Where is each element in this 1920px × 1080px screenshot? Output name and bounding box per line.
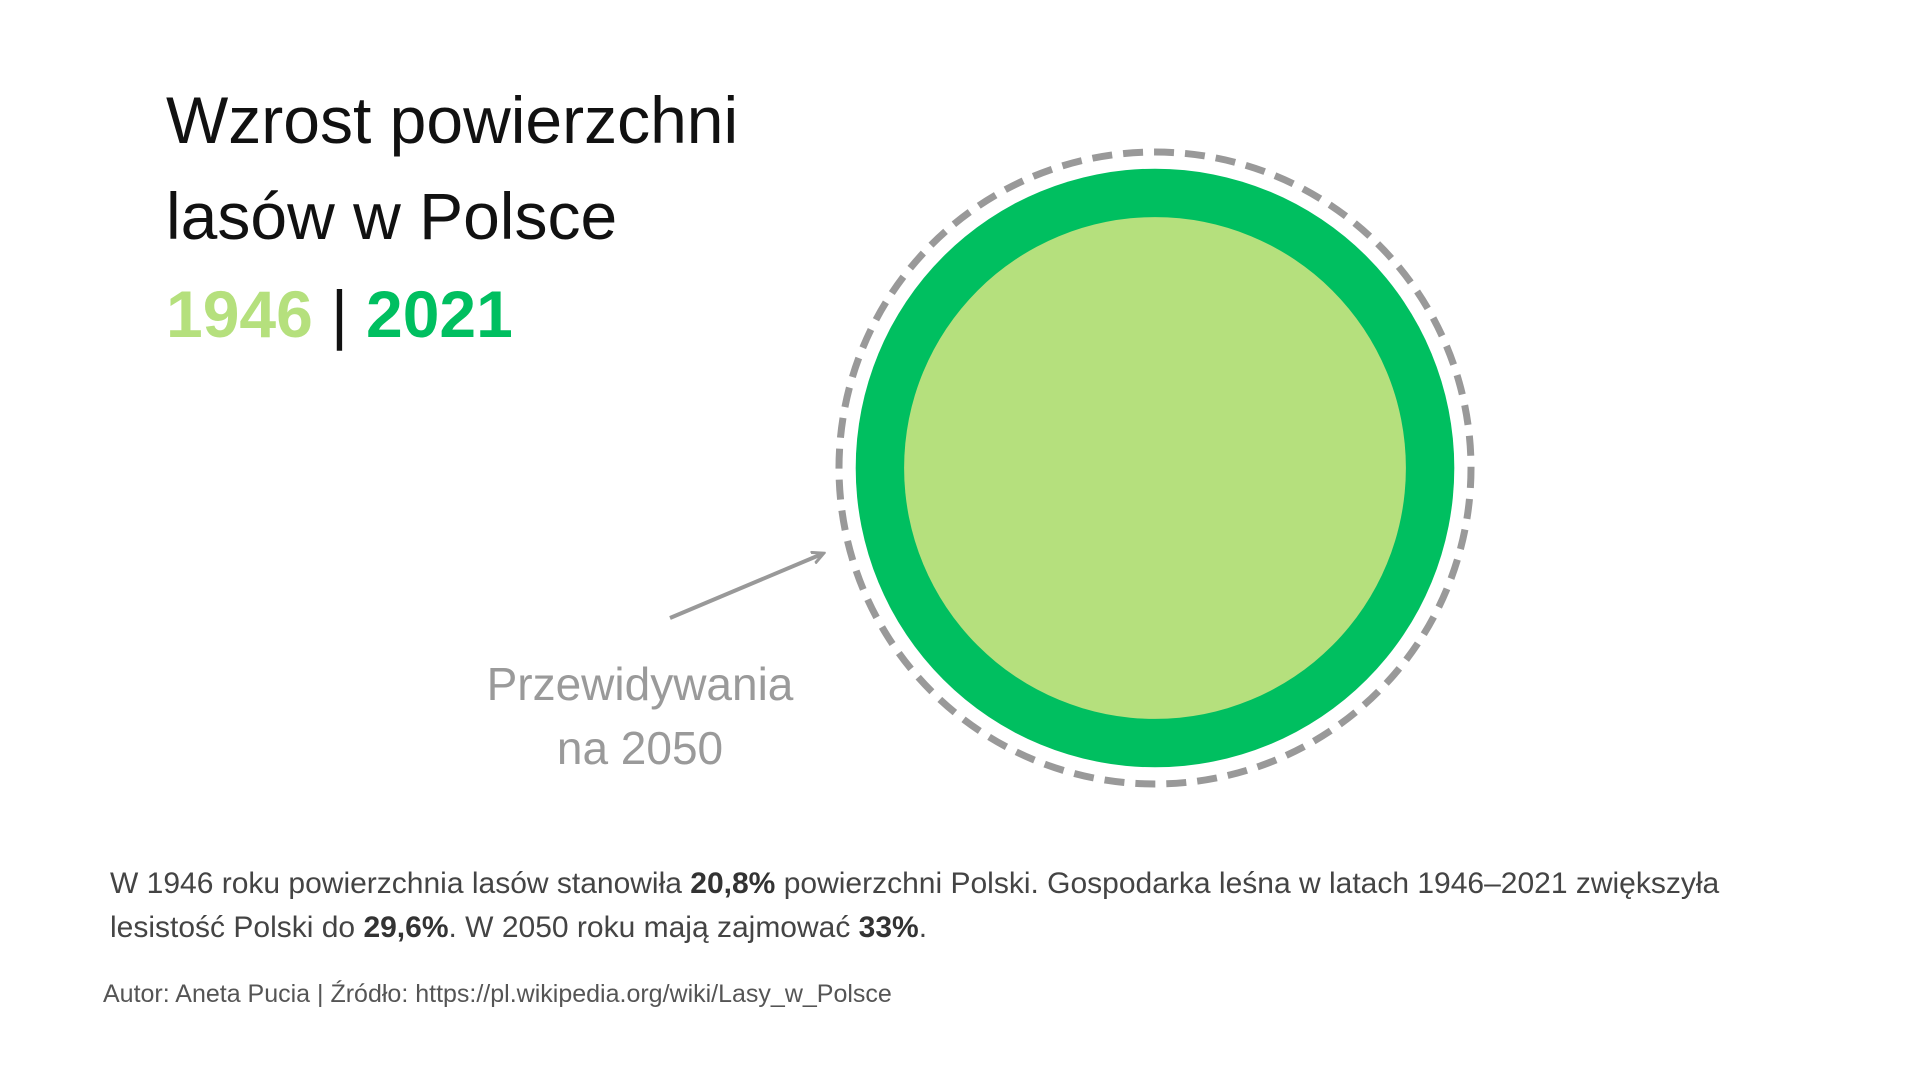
forecast-annotation-line2: na 2050 <box>556 722 724 774</box>
years-legend: 1946 | 2021 <box>166 266 866 362</box>
title-line-1: Wzrost powierzchni <box>166 83 739 157</box>
circle-1946 <box>904 217 1406 719</box>
legend-year-1946: 1946 <box>166 277 313 351</box>
description-part-4: . <box>918 911 928 944</box>
description-value-2050: 33% <box>858 911 919 944</box>
description-part-2: powierzchni Polski. Gospodarka leśna w l… <box>110 867 1720 944</box>
forecast-annotation-line1: Przewidywania <box>486 658 794 710</box>
title-block: Wzrost powierzchni lasów w Polsce 1946 | 2… <box>166 72 866 362</box>
description-part-3: . W 2050 roku mają zajmować <box>448 911 859 944</box>
forecast-arrow <box>669 554 822 620</box>
forecast-annotation: Przewidywania na 2050 <box>440 652 840 780</box>
credits-line: Autor: Aneta Pucia | Źródło: https://pl.… <box>103 980 892 1008</box>
description-part-1: W 1946 roku powierzchnia lasów stanowiła <box>110 867 691 900</box>
title-line-2: lasów w Polsce <box>166 179 618 253</box>
description-value-1946: 20,8% <box>690 867 776 900</box>
description-value-2021: 29,6% <box>363 911 449 944</box>
circle-2050-forecast <box>835 148 1475 788</box>
legend-separator: | <box>330 277 348 351</box>
legend-year-2021: 2021 <box>365 277 513 351</box>
description-text: W 1946 roku powierzchnia lasów stanowiła… <box>110 862 1830 950</box>
